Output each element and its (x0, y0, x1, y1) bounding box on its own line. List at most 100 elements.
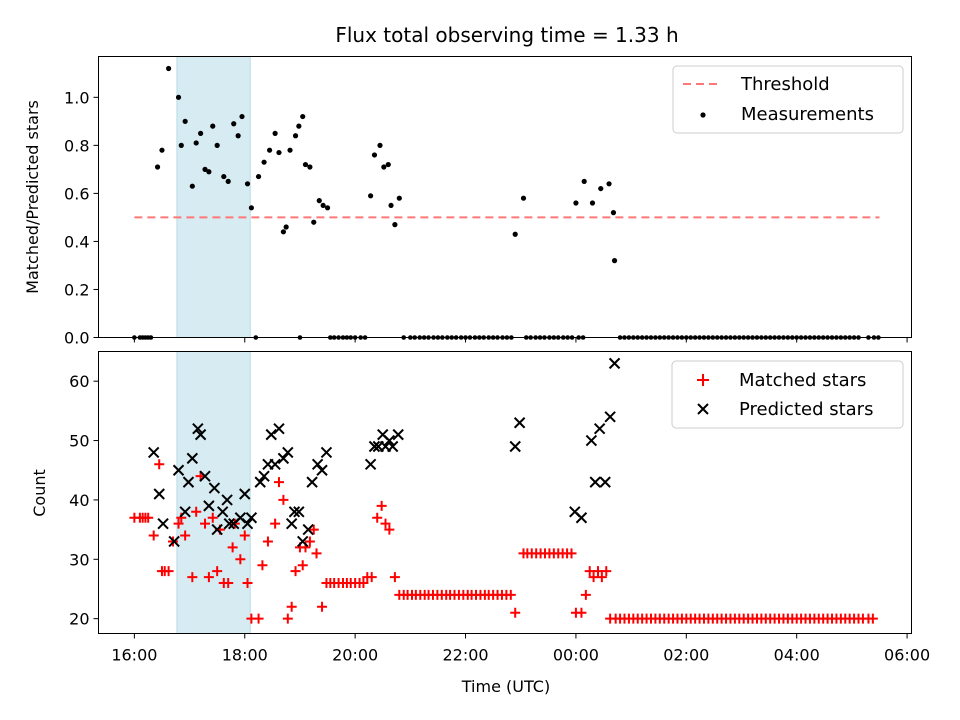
predicted-star-point (509, 440, 521, 453)
matched-star-point (601, 566, 612, 577)
measurement-point (610, 210, 617, 216)
predicted-star-point (311, 458, 324, 471)
measurement-point (225, 178, 231, 184)
measurements-legend-swatch (700, 112, 706, 118)
predicted-star-point (392, 428, 404, 441)
matched-star-point (191, 506, 202, 517)
measurement-point (198, 130, 204, 136)
measurement-point (589, 200, 596, 206)
measurement-point (175, 94, 182, 100)
ratio-y-tick-label: 0.6 (64, 184, 89, 203)
matched-star-point (242, 578, 253, 589)
measurement-point (388, 202, 394, 209)
measurement-point (392, 222, 398, 228)
predicted-star-point (199, 470, 211, 482)
x-tick-label: 00:00 (553, 646, 599, 665)
measurement-point (206, 169, 212, 175)
predicted-star-point (273, 422, 285, 435)
measurement-point (193, 140, 199, 146)
matched-star-point (143, 512, 154, 523)
matched-star-point (253, 613, 264, 624)
count-y-tick-label: 50 (69, 432, 89, 451)
predicted-star-point (386, 440, 399, 453)
matched-star-point (273, 477, 284, 488)
matched-star-point (270, 518, 281, 529)
ratio-panel: 0.0 0.2 0.4 0.6 0.8 1.0 Flux total observing … (23, 23, 912, 348)
measurement-point (396, 195, 402, 201)
measurement-point (178, 142, 184, 148)
measurement-point (214, 142, 220, 148)
count-y-axis-label: Count (30, 469, 49, 517)
measurement-point (381, 164, 387, 170)
count-panel: 20 30 40 50 60 16:00 18:00 20:00 22:00 00:00 02:00… (30, 351, 930, 696)
measurement-point (302, 161, 309, 168)
measurement-point (320, 202, 326, 209)
measurement-point (287, 147, 293, 153)
count-y-tick-label: 20 (69, 610, 89, 629)
observing-window-span-lower (176, 351, 251, 634)
measurement-point (573, 200, 579, 206)
predicted-star-point (293, 506, 305, 518)
predicted-star-point (288, 506, 301, 518)
matched-star-point (212, 566, 223, 577)
predicted-star-point (182, 476, 195, 488)
matched-star-point (235, 554, 246, 565)
x-tick-label: 20:00 (332, 646, 378, 665)
x-tick-label: 02:00 (663, 646, 709, 665)
predicted-star-point (368, 440, 381, 453)
matched-star-point (566, 548, 577, 559)
x-tick-label: 16:00 (111, 646, 157, 665)
measurement-point (159, 147, 165, 153)
matched-star-point (173, 518, 184, 529)
count-axes-frame (98, 351, 912, 634)
ratio-axis-ticks: 0.0 0.2 0.4 0.6 0.8 1.0 (64, 88, 908, 348)
predicted-star-point (364, 458, 377, 471)
count-legend: Matched stars Predicted stars (671, 360, 904, 429)
x-tick-label: 18:00 (222, 646, 268, 665)
ratio-legend: Threshold Measurements (672, 65, 904, 134)
measurement-point (520, 195, 527, 201)
measurement-point (371, 152, 378, 158)
measurement-point (283, 224, 289, 230)
measurement-point (296, 123, 302, 129)
matched-legend-label: Matched stars (739, 370, 866, 391)
ratio-y-tick-label: 0.8 (64, 136, 89, 155)
matched-star-point (376, 500, 387, 511)
measurements-legend-label: Measurements (741, 104, 874, 125)
matched-star-point (304, 536, 315, 547)
measurement-point (221, 173, 227, 180)
count-y-tick-label: 60 (69, 372, 89, 391)
measurement-point (606, 181, 612, 187)
matched-star-point (380, 518, 391, 529)
threshold-legend-label: Threshold (740, 74, 830, 95)
predicted-star-point (608, 357, 621, 370)
measurement-point (261, 159, 267, 165)
matched-star-point (286, 601, 297, 612)
count-legend-box (671, 360, 904, 429)
predicted-legend-label: Predicted stars (739, 399, 873, 420)
matched-star-point (180, 530, 191, 541)
ratio-y-axis-label: Matched/Predicted stars (23, 100, 42, 294)
measurement-point (248, 205, 254, 211)
matched-star-point (311, 548, 322, 559)
measurement-point (202, 166, 208, 172)
predicted-star-point (513, 417, 526, 429)
predicted-stars-points (147, 357, 621, 548)
measurement-point (210, 123, 216, 129)
predicted-star-point (192, 422, 204, 435)
measurement-point (292, 133, 299, 139)
measurement-point (311, 219, 317, 225)
predicted-star-point (320, 446, 333, 459)
predicted-star-point (258, 470, 270, 482)
predicted-legend-swatch (697, 403, 709, 415)
matched-star-point (510, 607, 521, 618)
measurement-point (244, 181, 251, 187)
count-y-tick-label: 40 (69, 491, 89, 510)
predicted-star-point (282, 446, 294, 459)
predicted-star-point (302, 523, 314, 536)
measurement-point (581, 178, 587, 184)
predicted-star-point (186, 452, 199, 465)
predicted-star-point (153, 488, 165, 500)
measurement-point (512, 231, 518, 237)
measurement-point (189, 183, 195, 189)
